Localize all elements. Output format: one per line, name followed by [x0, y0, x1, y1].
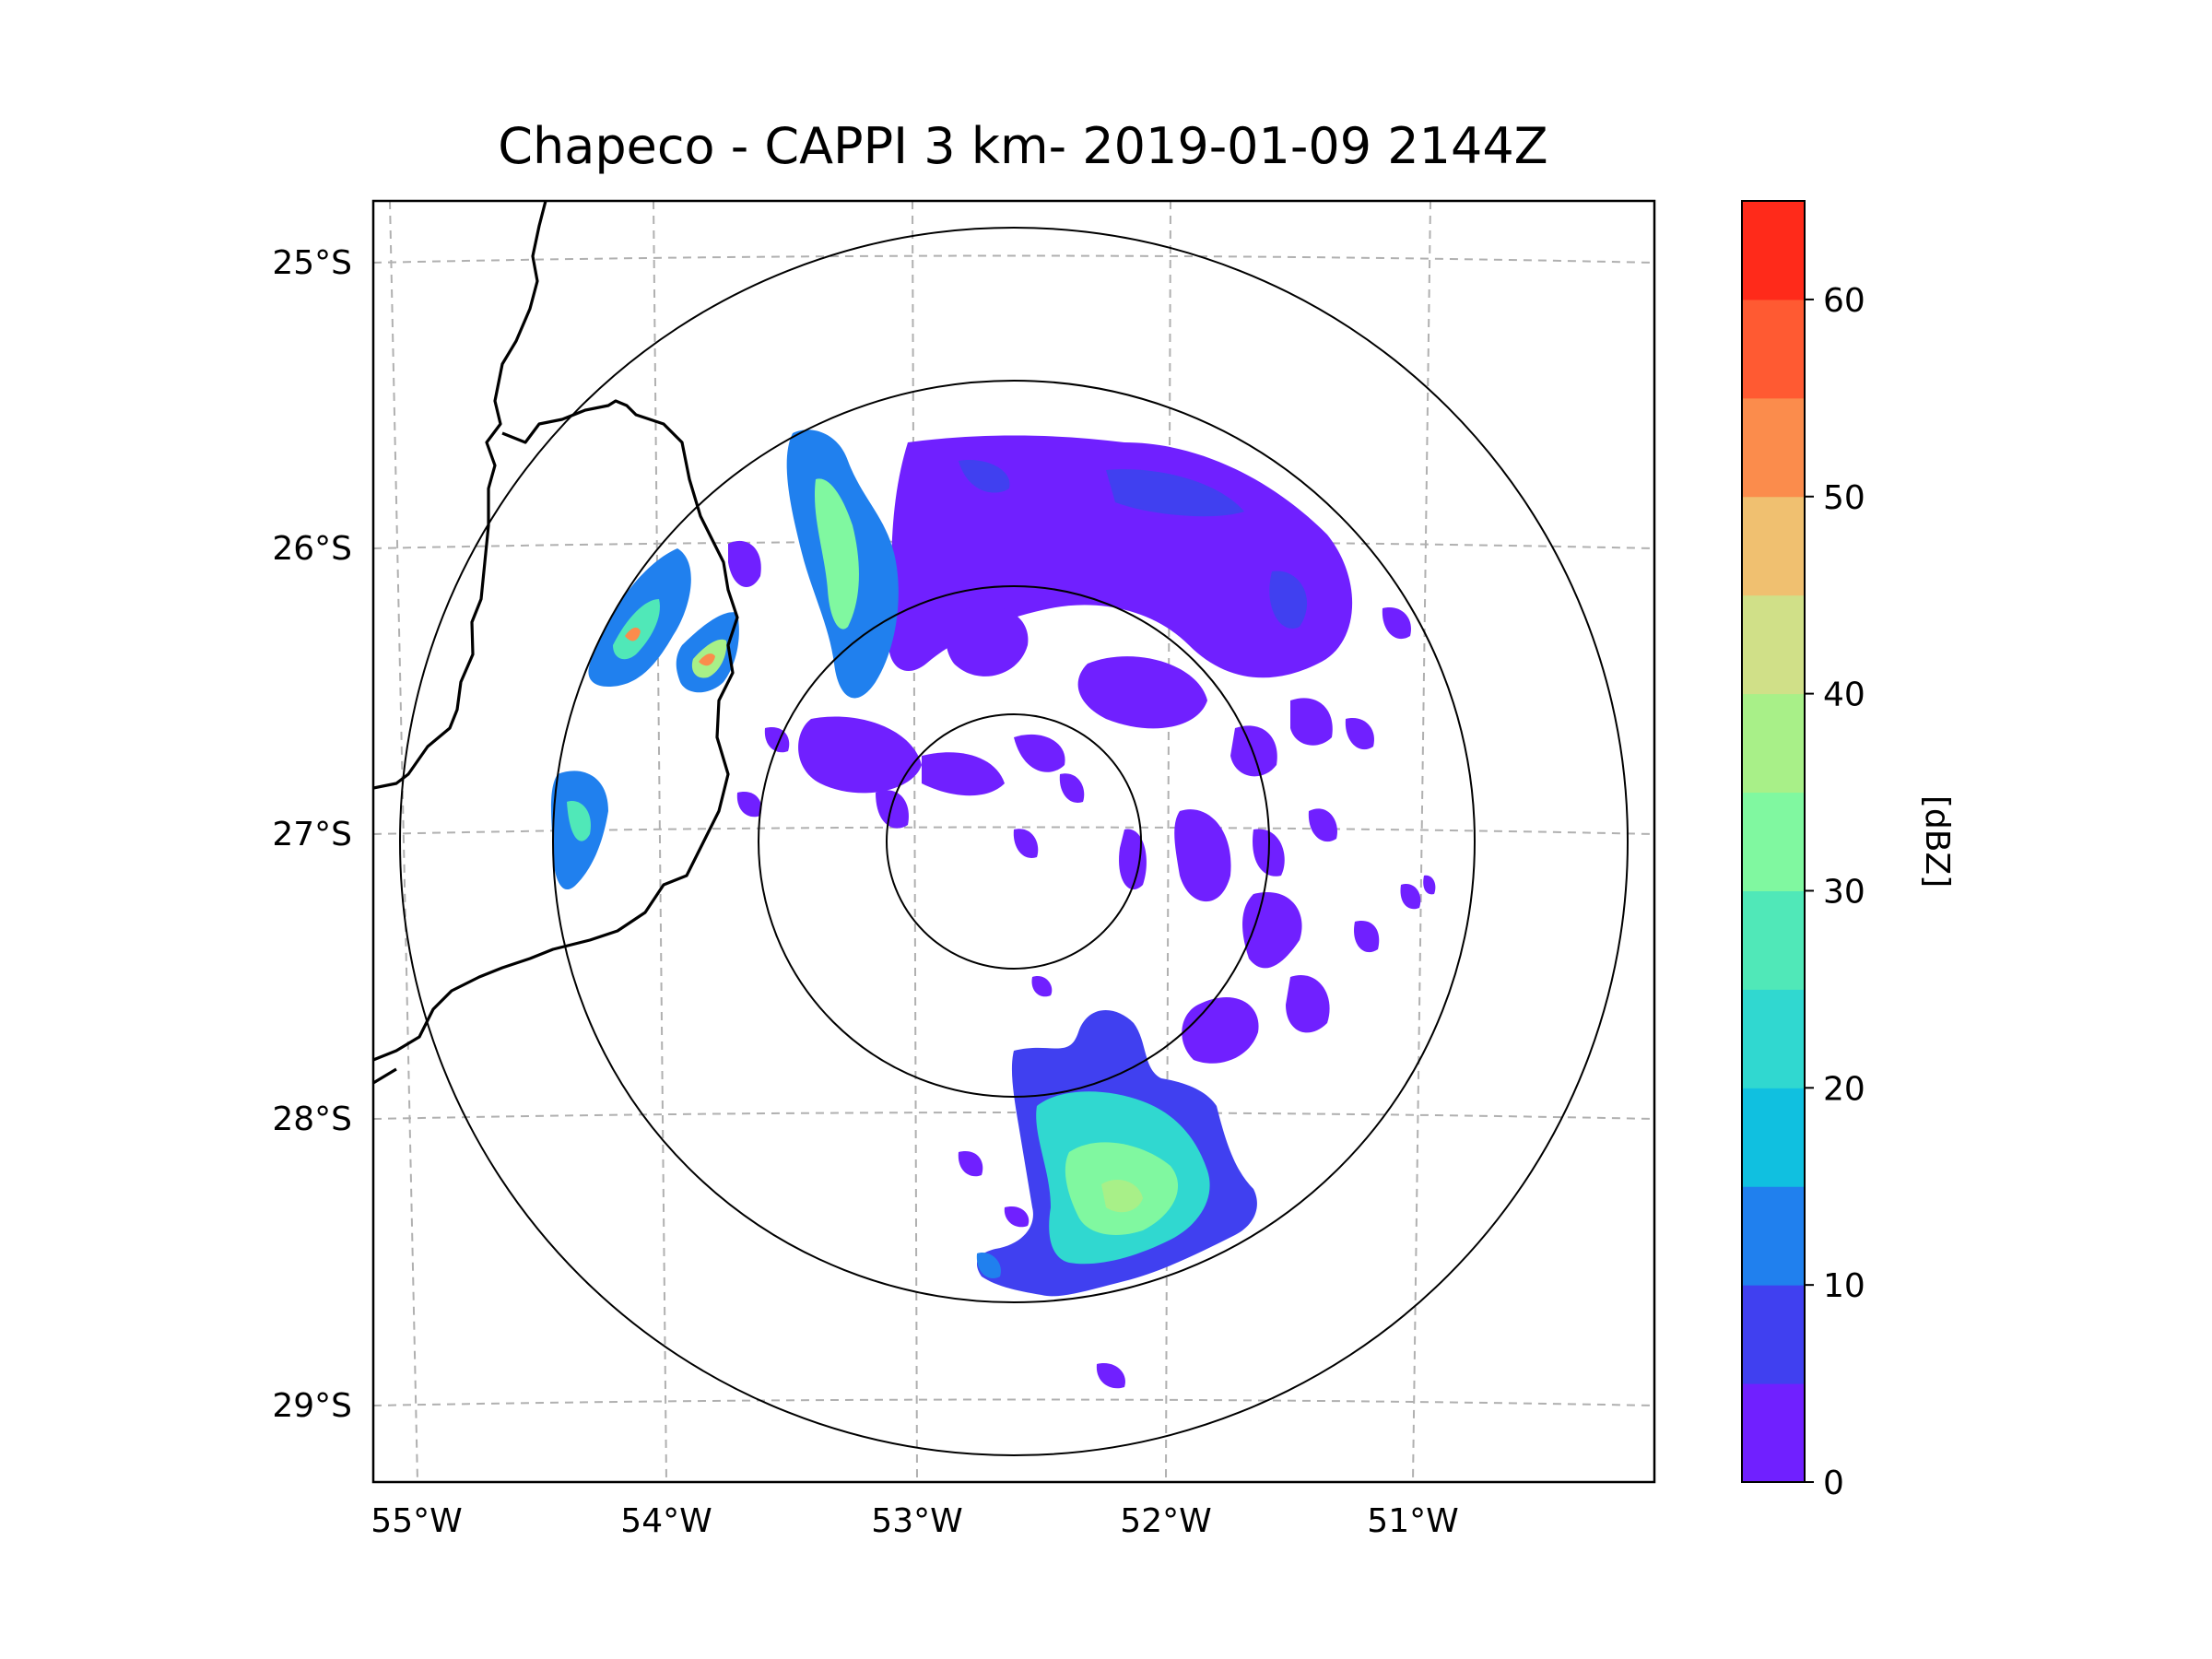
colorbar-segment [1742, 496, 1805, 596]
colorbar-segment [1742, 299, 1805, 399]
colorbar-segment [1742, 693, 1805, 794]
meridian-51w [1412, 201, 1431, 1482]
border-paraguay-argentina [373, 201, 547, 790]
colorbar-tick-label: 60 [1823, 282, 1865, 320]
border-argentina-brazil [373, 399, 739, 1062]
colorbar-segment [1742, 890, 1805, 990]
map-frame [371, 199, 1656, 1484]
lon-label-53w: 53°W [871, 1502, 962, 1540]
meridian-55w [389, 201, 418, 1482]
range-rings [399, 227, 1629, 1456]
colorbar-segment [1742, 1285, 1805, 1384]
range-ring-150km [552, 380, 1476, 1303]
parallel-27s [373, 826, 1654, 835]
border-fragment [373, 1067, 397, 1085]
colorbar: 0 10 20 30 40 50 60 [dBZ] [1741, 200, 1956, 1502]
colorbar-segment [1742, 1088, 1805, 1187]
lon-label-54w: 54°W [620, 1502, 712, 1540]
colorbar-segment [1742, 989, 1805, 1088]
range-ring-100km [758, 585, 1270, 1098]
lon-label-52w: 52°W [1120, 1502, 1211, 1540]
lat-label-29s: 29°S [272, 1387, 352, 1425]
colorbar-tick-label: 40 [1823, 677, 1865, 714]
colorbar-segment [1742, 1383, 1805, 1483]
colorbar-ticks: 0 10 20 30 40 50 60 [1805, 282, 1865, 1502]
colorbar-tick-label: 0 [1823, 1465, 1844, 1502]
colorbar-segment [1742, 792, 1805, 891]
lon-label-55w: 55°W [371, 1502, 462, 1540]
colorbar-label: [dBZ] [1918, 795, 1956, 888]
meridian-52w [1165, 201, 1171, 1482]
colorbar-frame [1741, 200, 1806, 1483]
range-ring-200km [399, 227, 1629, 1456]
chart-title: Chapeco - CAPPI 3 km- 2019-01-09 2144Z [498, 117, 1548, 175]
meridian-53w [912, 201, 918, 1482]
colorbar-tick-label: 10 [1823, 1267, 1865, 1305]
parallel-25s [373, 254, 1654, 264]
lon-labels: 55°W 54°W 53°W 52°W 51°W [371, 1502, 1458, 1540]
echo-scattered [798, 605, 1436, 1389]
colorbar-tick-label: 20 [1823, 1070, 1865, 1108]
parallel-28s [373, 1112, 1654, 1120]
colorbar-segment [1742, 201, 1805, 300]
lat-label-26s: 26°S [272, 530, 352, 568]
parallel-29s [373, 1398, 1654, 1406]
colorbar-segment [1742, 397, 1805, 498]
map-plot-area [373, 201, 1654, 1482]
echo-northwest-cells [588, 540, 761, 693]
lat-label-28s: 28°S [272, 1100, 352, 1138]
lon-label-51w: 51°W [1367, 1502, 1458, 1540]
colorbar-segment [1742, 1186, 1805, 1286]
lat-labels: 25°S 26°S 27°S 28°S 29°S [272, 244, 352, 1425]
range-ring-50km [886, 713, 1142, 970]
colorbar-tick-label: 50 [1823, 479, 1865, 517]
echo-southern-cell [976, 1010, 1257, 1297]
lat-label-27s: 27°S [272, 816, 352, 853]
colorbar-tick-label: 30 [1823, 873, 1865, 911]
colorbar-segments [1742, 201, 1805, 1483]
radar-echoes [550, 429, 1436, 1389]
country-borders [373, 201, 739, 1085]
lat-label-25s: 25°S [272, 244, 352, 282]
colorbar-segment [1742, 594, 1805, 695]
meridian-54w [653, 201, 667, 1482]
